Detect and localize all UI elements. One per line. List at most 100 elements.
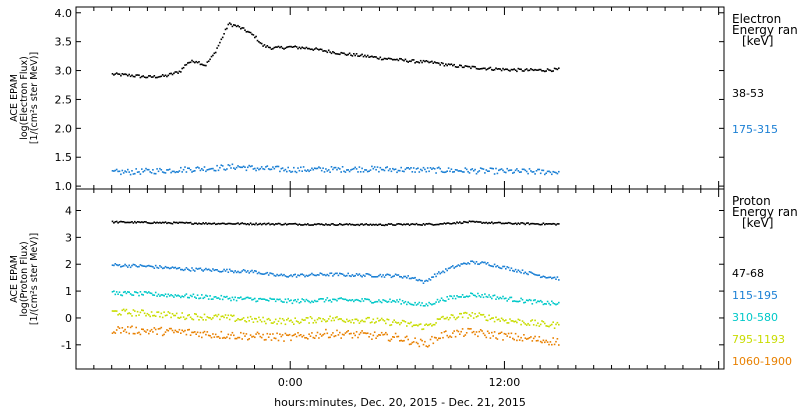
data-point bbox=[517, 318, 520, 321]
data-point bbox=[461, 328, 464, 330]
data-point bbox=[326, 297, 329, 299]
data-point bbox=[333, 298, 335, 301]
data-point bbox=[527, 299, 529, 302]
data-point bbox=[350, 299, 352, 302]
data-point bbox=[544, 223, 546, 226]
data-point bbox=[171, 73, 174, 76]
data-point bbox=[276, 46, 278, 48]
data-point bbox=[396, 58, 398, 61]
data-point bbox=[114, 169, 117, 172]
data-point bbox=[502, 67, 504, 70]
data-point bbox=[393, 319, 395, 321]
data-point bbox=[380, 317, 383, 320]
data-point bbox=[180, 166, 182, 169]
data-point bbox=[337, 224, 340, 226]
data-point bbox=[300, 321, 302, 324]
data-point bbox=[329, 336, 331, 339]
data-point bbox=[517, 300, 520, 303]
data-point bbox=[454, 222, 457, 225]
data-point bbox=[477, 68, 479, 70]
data-point bbox=[438, 318, 440, 320]
data-point bbox=[489, 167, 492, 169]
data-point bbox=[450, 295, 453, 298]
data-point bbox=[164, 74, 167, 77]
data-point bbox=[478, 312, 481, 314]
data-point bbox=[534, 68, 536, 71]
data-point bbox=[150, 328, 153, 331]
data-point bbox=[325, 274, 327, 277]
data-point bbox=[138, 74, 140, 76]
data-point bbox=[512, 172, 514, 174]
data-point bbox=[161, 74, 164, 76]
data-point bbox=[192, 60, 195, 63]
data-point bbox=[145, 291, 147, 293]
data-point bbox=[235, 337, 238, 340]
data-point bbox=[209, 317, 211, 319]
data-point bbox=[435, 172, 437, 174]
data-point bbox=[553, 223, 556, 225]
data-point bbox=[556, 68, 559, 71]
data-point bbox=[523, 168, 525, 171]
data-point bbox=[293, 46, 295, 48]
data-point bbox=[408, 343, 411, 346]
data-point bbox=[256, 39, 259, 42]
data-point bbox=[118, 327, 121, 329]
data-point bbox=[234, 320, 236, 322]
data-point bbox=[174, 266, 177, 269]
data-point bbox=[366, 273, 369, 275]
data-point bbox=[440, 271, 443, 274]
data-point bbox=[548, 343, 550, 346]
data-point bbox=[118, 291, 121, 293]
data-point bbox=[203, 223, 206, 225]
data-point bbox=[453, 316, 455, 319]
data-point bbox=[203, 313, 206, 316]
data-point bbox=[330, 334, 333, 336]
data-point bbox=[552, 70, 554, 72]
data-point bbox=[131, 325, 133, 328]
data-point bbox=[537, 168, 539, 171]
data-point bbox=[523, 272, 525, 275]
data-point bbox=[178, 70, 181, 73]
proton-legend-title: Energy ran bbox=[732, 205, 798, 219]
data-point bbox=[386, 166, 388, 168]
data-point bbox=[456, 221, 458, 223]
data-point bbox=[489, 318, 492, 320]
data-point bbox=[477, 171, 479, 173]
data-point bbox=[201, 269, 203, 271]
data-point bbox=[283, 319, 285, 322]
data-point bbox=[411, 303, 414, 306]
data-point bbox=[486, 68, 489, 70]
data-point bbox=[148, 291, 150, 293]
data-point bbox=[539, 276, 542, 279]
data-point bbox=[459, 221, 461, 223]
data-point bbox=[142, 309, 144, 312]
data-point bbox=[404, 321, 407, 323]
data-point bbox=[241, 222, 243, 224]
data-point bbox=[401, 319, 404, 322]
data-point bbox=[307, 169, 309, 171]
data-point bbox=[173, 331, 175, 334]
data-point bbox=[154, 172, 157, 175]
data-point bbox=[195, 333, 197, 335]
data-point bbox=[530, 299, 532, 302]
data-point bbox=[530, 320, 532, 322]
data-point bbox=[277, 339, 280, 342]
data-point bbox=[343, 274, 345, 277]
data-point bbox=[219, 41, 221, 44]
data-point bbox=[163, 75, 165, 77]
proton-y-axis-label: [1/(cm²s ster MeV)] bbox=[29, 233, 40, 325]
data-point bbox=[280, 335, 283, 338]
data-point bbox=[525, 170, 528, 173]
data-point bbox=[213, 269, 216, 272]
data-point bbox=[217, 335, 220, 338]
electron-y-tick-label: 3.5 bbox=[55, 36, 73, 49]
electron-y-tick-label: 1.5 bbox=[55, 151, 73, 164]
data-point bbox=[286, 170, 288, 173]
data-point bbox=[498, 297, 500, 300]
data-point bbox=[465, 65, 468, 67]
data-point bbox=[120, 266, 122, 268]
data-point bbox=[429, 303, 432, 305]
data-point bbox=[502, 222, 504, 225]
data-point bbox=[461, 66, 464, 69]
data-point bbox=[541, 341, 543, 344]
